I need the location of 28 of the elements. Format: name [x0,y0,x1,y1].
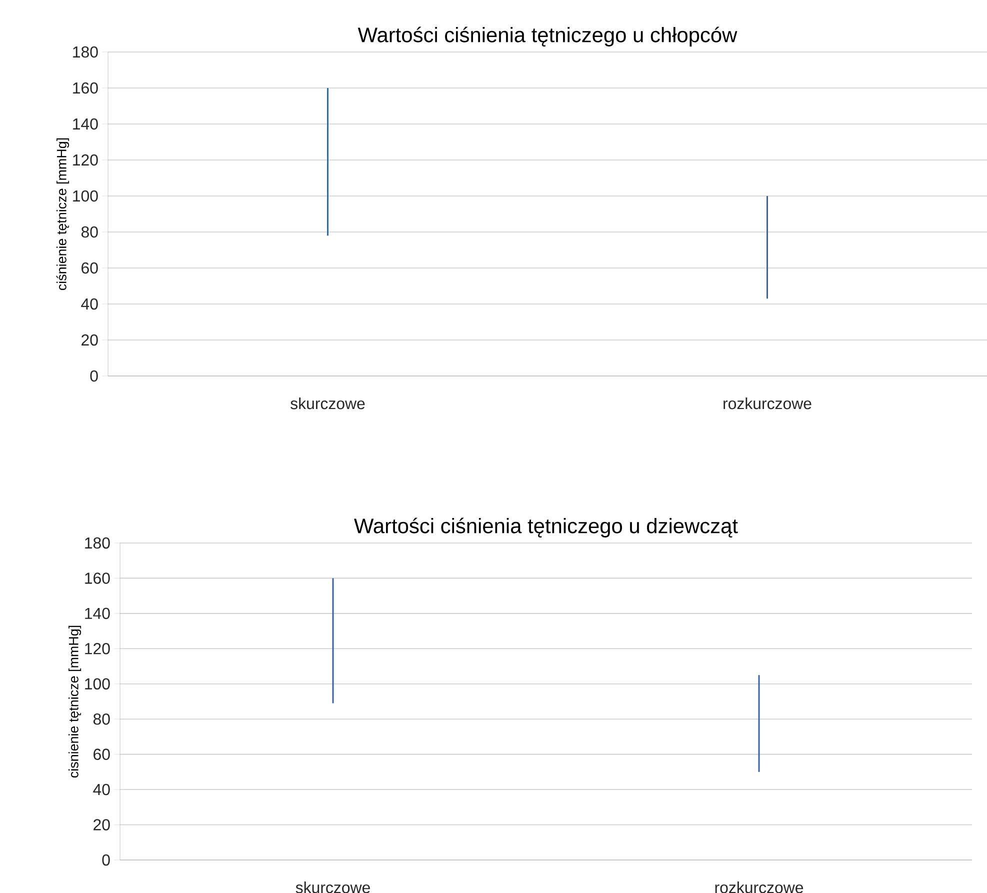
y-tick-label: 60 [82,262,98,274]
y-tick-label: 120 [85,643,110,654]
y-tick-label: 80 [93,713,110,725]
y-tick-label: 40 [93,784,110,796]
y-tick-label: 140 [85,608,110,620]
y-axis-title: cisnienie tętnicze [mmHg] [68,626,82,778]
y-tick-label: 20 [82,334,98,346]
y-tick-label: 0 [90,370,98,382]
chart-title: Wartości ciśnienia tętniczego u chłopców [358,26,738,46]
y-axis-title: ciśnienie tętnicze [mmHg] [56,138,70,290]
y-tick-label: 120 [73,154,98,166]
x-tick-label: skurczowe [290,398,365,410]
y-tick-label: 100 [73,190,98,202]
x-tick-label: rozkurczowe [724,398,812,410]
chart-title: Wartości ciśnienia tętniczego u dziewcząt [354,518,738,538]
y-tick-label: 180 [85,537,110,549]
x-tick-label: skurczowe [296,882,370,893]
x-tick-label: rozkurczowe [715,882,804,893]
y-tick-label: 180 [73,46,98,58]
y-tick-label: 80 [81,226,98,238]
y-tick-label: 40 [81,298,98,310]
y-tick-label: 160 [85,572,110,584]
y-tick-label: 60 [94,748,110,760]
y-tick-label: 140 [73,118,98,130]
y-tick-label: 160 [73,82,98,94]
y-tick-label: 0 [102,854,110,866]
y-tick-label: 100 [85,678,110,690]
y-tick-label: 20 [94,819,110,830]
